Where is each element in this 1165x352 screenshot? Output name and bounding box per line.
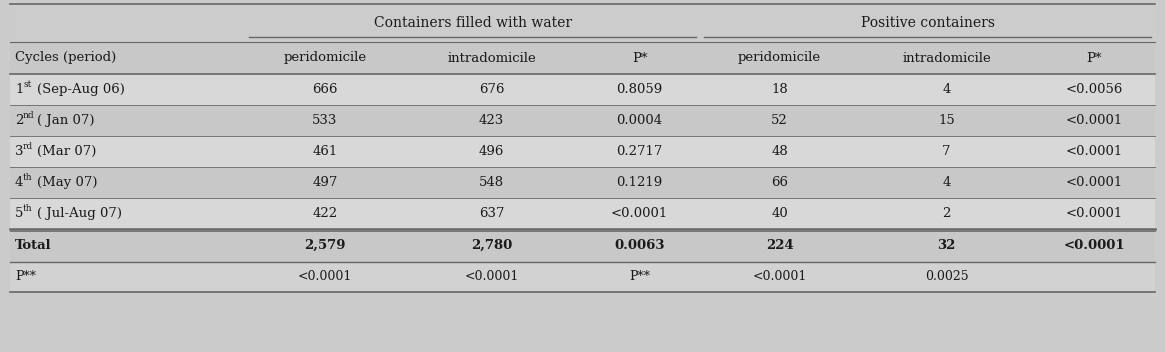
Text: 18: 18 (771, 83, 788, 96)
Bar (10, 4, 1155, 42)
Bar (10, 105, 1155, 136)
Text: <0.0001: <0.0001 (1066, 176, 1123, 189)
Text: peridomicile: peridomicile (739, 51, 821, 64)
Text: <0.0001: <0.0001 (1066, 207, 1123, 220)
Text: <0.0001: <0.0001 (612, 207, 669, 220)
Text: 423: 423 (479, 114, 504, 127)
Text: (Mar 07): (Mar 07) (37, 145, 97, 158)
Text: Cycles (period): Cycles (period) (15, 51, 116, 64)
Text: 1: 1 (15, 83, 23, 96)
Text: nd: nd (23, 111, 35, 120)
Text: 0.0063: 0.0063 (614, 239, 665, 252)
Text: 637: 637 (479, 207, 504, 220)
Text: st: st (23, 80, 31, 89)
Text: 52: 52 (771, 114, 788, 127)
Text: 4: 4 (942, 176, 951, 189)
Text: ( Jul-Aug 07): ( Jul-Aug 07) (37, 207, 122, 220)
Text: 4: 4 (15, 176, 23, 189)
Bar (10, 229, 1155, 262)
Text: intradomicile: intradomicile (902, 51, 990, 64)
Text: Total: Total (15, 239, 51, 252)
Text: rd: rd (23, 142, 33, 151)
Text: (Sep-Aug 06): (Sep-Aug 06) (37, 83, 125, 96)
Text: Positive containers: Positive containers (861, 16, 995, 30)
Text: <0.0001: <0.0001 (297, 270, 352, 283)
Bar (10, 136, 1155, 167)
Text: 0.8059: 0.8059 (616, 83, 663, 96)
Text: <0.0056: <0.0056 (1066, 83, 1123, 96)
Text: 7: 7 (942, 145, 951, 158)
Text: 3: 3 (15, 145, 23, 158)
Bar (10, 42, 1155, 74)
Text: P**: P** (629, 270, 650, 283)
Text: Containers filled with water: Containers filled with water (374, 16, 572, 30)
Text: th: th (23, 173, 33, 182)
Text: intradomicile: intradomicile (447, 51, 536, 64)
Text: 497: 497 (312, 176, 338, 189)
Text: 0.1219: 0.1219 (616, 176, 663, 189)
Text: 32: 32 (938, 239, 955, 252)
Text: 5: 5 (15, 207, 23, 220)
Text: (May 07): (May 07) (37, 176, 98, 189)
Text: 2,579: 2,579 (304, 239, 346, 252)
Text: 548: 548 (479, 176, 504, 189)
Text: 40: 40 (771, 207, 788, 220)
Bar (10, 74, 1155, 105)
Text: 0.0025: 0.0025 (925, 270, 968, 283)
Text: 0.0004: 0.0004 (616, 114, 663, 127)
Text: <0.0001: <0.0001 (1066, 114, 1123, 127)
Text: th: th (23, 204, 33, 213)
Text: P**: P** (15, 270, 36, 283)
Text: 224: 224 (765, 239, 793, 252)
Text: 4: 4 (942, 83, 951, 96)
Text: <0.0001: <0.0001 (465, 270, 518, 283)
Text: <0.0001: <0.0001 (1064, 239, 1125, 252)
Text: 533: 533 (312, 114, 338, 127)
Text: 666: 666 (312, 83, 338, 96)
Text: 2: 2 (942, 207, 951, 220)
Text: ( Jan 07): ( Jan 07) (37, 114, 94, 127)
Text: P*: P* (631, 51, 648, 64)
Text: 496: 496 (479, 145, 504, 158)
Text: 0.2717: 0.2717 (616, 145, 663, 158)
Bar (10, 262, 1155, 292)
Text: <0.0001: <0.0001 (753, 270, 807, 283)
Text: 66: 66 (771, 176, 788, 189)
Text: 422: 422 (312, 207, 338, 220)
Text: peridomicile: peridomicile (283, 51, 367, 64)
Text: P*: P* (1087, 51, 1102, 64)
Text: 461: 461 (312, 145, 338, 158)
Bar (10, 198, 1155, 229)
Text: 676: 676 (479, 83, 504, 96)
Text: 15: 15 (938, 114, 955, 127)
Text: <0.0001: <0.0001 (1066, 145, 1123, 158)
Text: 2: 2 (15, 114, 23, 127)
Bar (10, 167, 1155, 198)
Text: 48: 48 (771, 145, 788, 158)
Text: 2,780: 2,780 (471, 239, 513, 252)
